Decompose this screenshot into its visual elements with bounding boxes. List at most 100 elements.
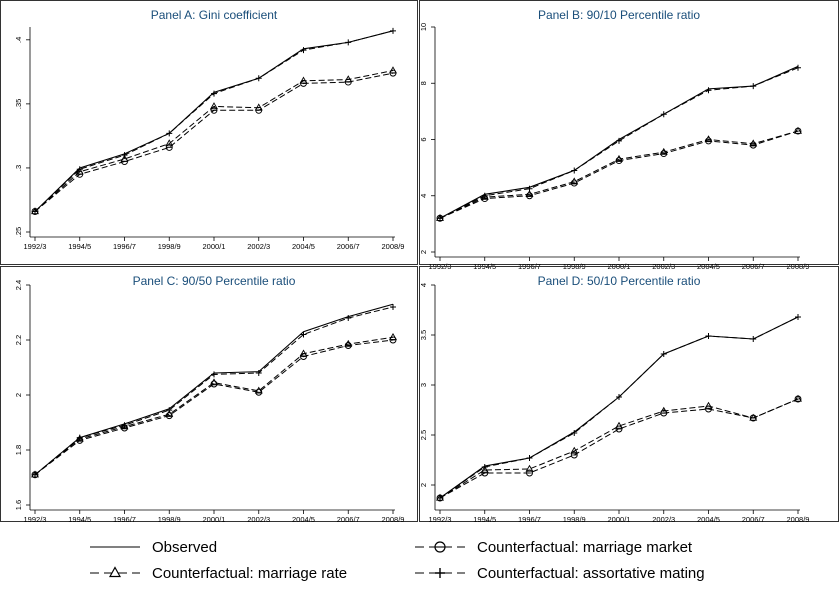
x-tick-label: 2002/3 <box>247 515 270 524</box>
data-point-rate <box>570 446 579 454</box>
data-point-assort <box>76 434 83 441</box>
data-point-assort <box>526 185 533 192</box>
series-observed <box>34 303 394 476</box>
data-point-rate <box>704 135 713 143</box>
panel-title: Panel A: Gini coefficient <box>151 8 278 22</box>
x-tick-label: 2006/7 <box>337 515 360 524</box>
data-point-assort <box>345 315 352 321</box>
series-line-assort <box>439 316 799 499</box>
data-point-rate <box>210 378 218 386</box>
series-rate <box>31 66 397 215</box>
x-tick-label: 2002/3 <box>247 242 270 251</box>
legend-item-observed: Observed <box>90 539 217 556</box>
data-point-assort <box>300 331 307 338</box>
series-assort <box>32 304 396 478</box>
data-point-assort <box>121 422 128 429</box>
y-tick-label: 1.6 <box>14 500 23 510</box>
series-line-rate <box>34 336 394 476</box>
data-point-rate <box>344 339 353 347</box>
data-point-rate <box>615 154 623 162</box>
panel-frame <box>419 266 839 522</box>
data-point-assort <box>32 208 38 215</box>
chart-panel-1: Panel A: Gini coefficient .25 .3 .35 .4 1992/… <box>0 0 418 265</box>
legend-item-market: Counterfactual: marriage market <box>415 539 693 556</box>
panel-title: Panel B: 90/10 Percentile ratio <box>538 8 700 22</box>
data-point-rate <box>389 332 397 340</box>
data-point-rate <box>480 465 489 473</box>
legend-label: Counterfactual: marriage market <box>477 539 693 556</box>
data-point-assort <box>76 166 83 173</box>
data-point-rate <box>525 464 534 472</box>
series-line-observed <box>34 30 394 212</box>
chart-panel-4: Panel D: 50/10 Percentile ratio 2 2.5 3 3.5 4… <box>419 266 839 524</box>
y-tick-label: 4 <box>419 283 428 287</box>
x-tick-label: 2004/5 <box>697 515 720 524</box>
y-tick-label: 10 <box>419 23 428 31</box>
x-tick-label: 2006/7 <box>337 242 360 251</box>
data-point-assort <box>660 351 667 357</box>
data-point-assort <box>121 152 128 159</box>
data-point-assort <box>211 90 217 97</box>
x-tick-label: 2008/9 <box>382 242 405 251</box>
panel-frame <box>0 0 418 265</box>
x-tick-label: 2000/1 <box>203 515 226 524</box>
series-line-assort <box>34 30 394 212</box>
x-tick-label: 1998/9 <box>158 515 181 524</box>
series-rate <box>436 394 802 501</box>
x-tick-label: 1994/5 <box>68 242 91 251</box>
data-point-rate <box>525 190 534 197</box>
x-tick-label: 2006/7 <box>742 515 765 524</box>
data-point-rate <box>659 406 668 414</box>
data-point-rate <box>210 102 218 110</box>
series-observed <box>439 316 799 499</box>
x-tick-label: 1996/7 <box>113 242 136 251</box>
series-line-rate <box>439 130 799 219</box>
x-tick-label: 1998/9 <box>563 515 586 524</box>
y-tick-label: .35 <box>14 99 23 109</box>
data-point-assort <box>481 192 488 199</box>
data-point-assort <box>255 75 262 82</box>
data-point-rate <box>704 401 713 409</box>
legend-label: Observed <box>152 539 217 556</box>
y-tick-label: 2 <box>419 483 428 487</box>
data-point-assort <box>481 464 488 470</box>
data-point-rate <box>570 177 579 185</box>
legend-label: Counterfactual: assortative mating <box>477 565 705 582</box>
data-point-rate <box>794 126 802 134</box>
x-tick-label: 2004/5 <box>292 515 315 524</box>
series-assort <box>437 314 801 501</box>
x-tick-label: 1996/7 <box>113 515 136 524</box>
data-point-assort <box>437 495 443 501</box>
x-tick-label: 2000/1 <box>203 242 226 251</box>
x-tick-label: 2008/9 <box>787 515 810 524</box>
x-tick-label: 2002/3 <box>652 515 675 524</box>
x-tick-label: 1992/3 <box>24 242 47 251</box>
panels-group: Panel A: Gini coefficient .25 .3 .35 .4 1992/… <box>0 0 839 524</box>
x-tick-label: 1994/5 <box>68 515 91 524</box>
legend-item-rate: Counterfactual: marriage rate <box>90 565 347 582</box>
data-point-rate <box>165 409 174 417</box>
data-point-assort <box>437 215 443 222</box>
y-tick-label: 2 <box>419 250 428 254</box>
data-point-assort <box>390 304 396 310</box>
y-tick-label: 6 <box>419 137 428 141</box>
data-point-rate <box>344 75 353 83</box>
x-tick-label: 2008/9 <box>382 515 405 524</box>
data-point-rate <box>615 421 623 429</box>
data-point-rate <box>794 394 802 402</box>
y-tick-label: 8 <box>419 81 428 85</box>
data-point-rate <box>299 76 308 84</box>
chart-panel-2: Panel B: 90/10 Percentile ratio246810199… <box>419 0 839 271</box>
data-point-assort <box>705 87 712 94</box>
data-point-rate <box>749 139 758 147</box>
data-point-assort <box>345 39 352 46</box>
data-point-assort <box>211 371 217 378</box>
series-rate <box>436 126 802 221</box>
data-point-assort <box>705 333 712 339</box>
data-point-assort <box>255 370 262 376</box>
data-point-rate <box>254 386 263 394</box>
series-market <box>436 395 802 502</box>
x-tick-label: 1992/3 <box>429 515 452 524</box>
series-assort <box>437 64 801 222</box>
